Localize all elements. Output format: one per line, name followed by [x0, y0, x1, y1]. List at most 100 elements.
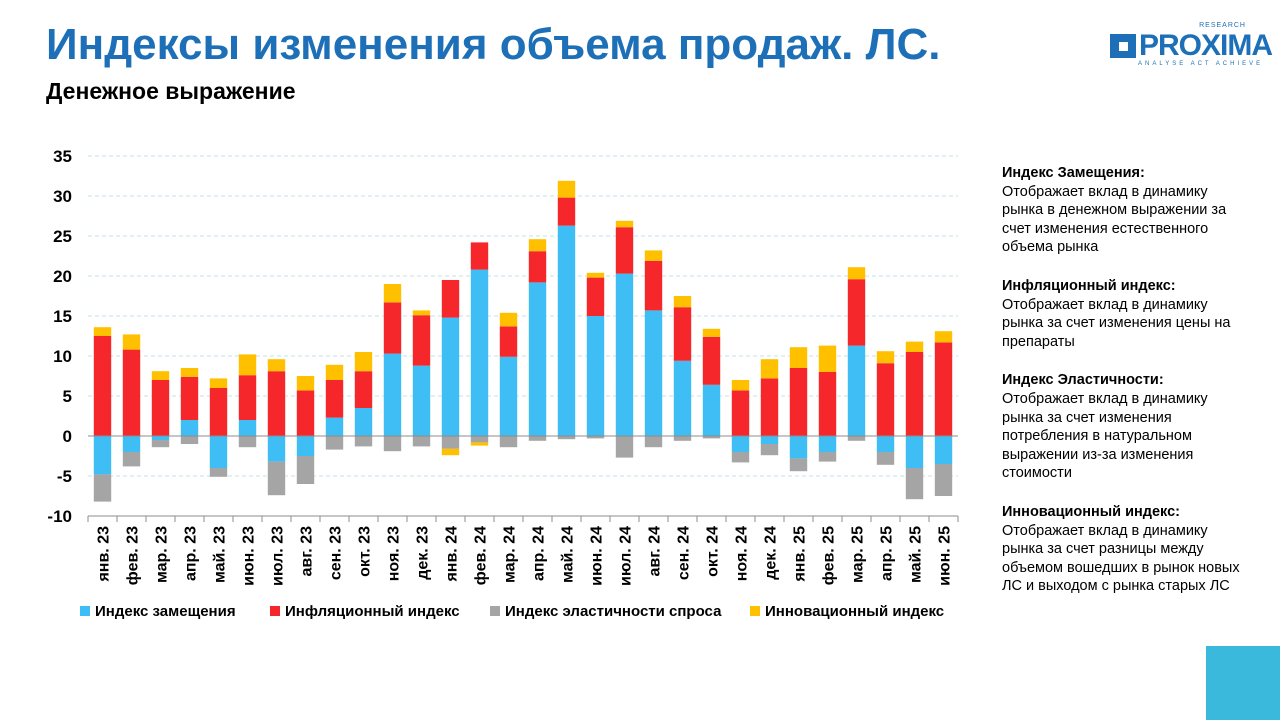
note-substitution: Индекс Замещения: Отображает вклад в дин…	[1002, 164, 1252, 257]
x-tick-label: янв. 24	[444, 526, 461, 583]
x-tick-label: июл. 23	[270, 526, 287, 586]
x-tick-label: сен. 24	[676, 526, 693, 580]
bar-segment	[180, 376, 199, 420]
y-tick-label: 5	[63, 387, 72, 406]
bar-segment	[905, 468, 924, 500]
bar-segment	[673, 307, 692, 361]
logo-research-text: RESEARCH	[1199, 22, 1246, 29]
bar-segment	[325, 436, 344, 450]
bar-segment	[876, 351, 895, 364]
bar-segment	[383, 302, 402, 354]
bar-segment	[296, 456, 315, 484]
bar-segment	[557, 225, 576, 436]
x-tick-label: мар. 23	[154, 526, 171, 583]
x-tick-label: май. 25	[908, 526, 925, 583]
logo-mark-icon	[1110, 34, 1136, 58]
bar-segment	[557, 436, 576, 440]
x-tick-label: июн. 24	[589, 526, 606, 586]
x-tick-label: июн. 23	[241, 526, 258, 586]
bar-segment	[122, 436, 141, 452]
axes: -10 -5 0 5 10 15 20 25 30 35 янв. 23 фев. 23 мар. 23…	[47, 147, 959, 586]
bar-segment	[238, 436, 257, 448]
bar-segment	[644, 436, 663, 448]
chart-legend: Индекс замещения Инфляционный индекс Индек…	[80, 603, 944, 620]
bar-segment	[731, 452, 750, 463]
bar-segment	[934, 342, 953, 436]
note-elasticity: Индекс Эластичности: Отображает вклад в …	[1002, 371, 1252, 483]
bar-segment	[383, 436, 402, 452]
bar-segment	[702, 436, 721, 439]
corner-accent	[1206, 646, 1280, 720]
x-tick-label: мар. 24	[502, 526, 519, 583]
note-text: Отображает вклад в динамику рынка в дене…	[1002, 183, 1227, 256]
bar-segment	[557, 197, 576, 226]
bar-segment	[209, 378, 228, 388]
bar-segment	[731, 436, 750, 452]
legend-swatch	[80, 606, 90, 616]
bar-segment	[905, 436, 924, 468]
bar-segment	[441, 436, 460, 449]
bar-segment	[93, 436, 112, 475]
bar-segment	[528, 239, 547, 252]
bar-segment	[441, 317, 460, 436]
x-tick-label: дек. 23	[415, 526, 432, 580]
bar-segment	[760, 359, 779, 379]
bar-segment	[934, 436, 953, 464]
legend-label: Индекс эластичности спроса	[505, 603, 722, 620]
bar-segment	[296, 436, 315, 456]
x-tick-label: фев. 25	[821, 526, 838, 585]
bar-segment	[586, 272, 605, 278]
bar-segment	[412, 436, 431, 447]
y-tick-label: 10	[53, 347, 72, 366]
bar-segment	[818, 452, 837, 462]
bar-segment	[702, 328, 721, 337]
x-tick-label: сен. 23	[328, 526, 345, 580]
bar-segment	[470, 269, 489, 436]
bar-segment	[238, 420, 257, 436]
bar-segment	[354, 352, 373, 372]
x-tick-label: апр. 25	[879, 526, 896, 581]
x-tick-label: апр. 23	[183, 526, 200, 581]
bar-segment	[731, 380, 750, 391]
bar-segment	[93, 327, 112, 336]
x-tick-label: мар. 25	[850, 526, 867, 583]
bar-segment	[499, 312, 518, 327]
bar-segment	[470, 442, 489, 446]
bar-segment	[528, 251, 547, 283]
bar-segment	[615, 227, 634, 274]
bar-segment	[122, 349, 141, 436]
bar-segment	[93, 474, 112, 502]
note-text: Отображает вклад в динамику рынка за сче…	[1002, 296, 1231, 350]
bar-segment	[122, 452, 141, 467]
bar-segment	[615, 436, 634, 458]
bar-segment	[151, 380, 170, 436]
bar-segment	[934, 464, 953, 496]
sales-index-chart: -10 -5 0 5 10 15 20 25 30 35 янв. 23 фев. 23 мар. 23…	[47, 147, 959, 620]
x-tick-label: янв. 25	[792, 526, 809, 583]
bar-segment	[847, 279, 866, 346]
bar-segment	[267, 371, 286, 436]
bar-segment	[180, 436, 199, 444]
x-tick-label: ноя. 24	[734, 526, 751, 581]
bar-segment	[354, 436, 373, 447]
bar-segment	[528, 436, 547, 441]
bar-segment	[789, 458, 808, 472]
bars	[93, 180, 953, 502]
bar-segment	[557, 180, 576, 198]
bar-segment	[180, 368, 199, 377]
bar-segment	[673, 360, 692, 436]
y-tick-label: 20	[53, 267, 72, 286]
bar-segment	[151, 371, 170, 380]
x-tick-label: май. 23	[212, 526, 229, 583]
bar-segment	[267, 359, 286, 372]
y-tick-label: 0	[63, 427, 72, 446]
x-tick-label: окт. 23	[357, 526, 374, 577]
y-tick-label: 30	[53, 187, 72, 206]
x-tick-label: ноя. 23	[386, 526, 403, 581]
bar-segment	[412, 310, 431, 316]
note-title: Инфляционный индекс:	[1002, 277, 1176, 294]
x-tick-label: июн. 25	[937, 526, 954, 586]
bar-segment	[905, 341, 924, 352]
bar-segment	[644, 250, 663, 261]
bar-segment	[325, 364, 344, 380]
